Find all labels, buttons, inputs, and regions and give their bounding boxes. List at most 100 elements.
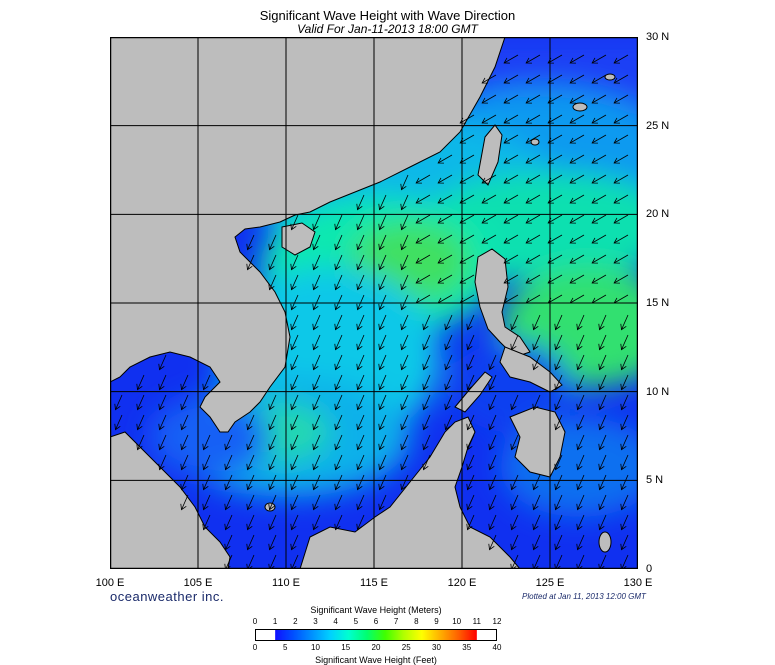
arrow-icon	[532, 494, 541, 511]
halmahera-island	[598, 531, 612, 553]
arrow-icon	[378, 394, 387, 411]
arrow-icon	[569, 134, 585, 144]
arrow-icon	[400, 374, 409, 391]
arrow-icon	[488, 494, 497, 511]
arrow-icon	[510, 314, 519, 331]
arrow-icon	[422, 354, 431, 371]
arrow-icon	[114, 394, 123, 411]
arrow-icon	[554, 334, 563, 351]
arrow-icon	[554, 494, 563, 511]
arrow-icon	[246, 554, 255, 569]
arrow-icon	[356, 314, 365, 331]
arrow-icon	[613, 134, 629, 144]
arrow-icon	[503, 194, 519, 204]
arrow-icon	[400, 414, 409, 431]
arrow-icon	[180, 454, 189, 471]
arrow-icon	[569, 94, 585, 104]
longitude-label: 125 E	[535, 577, 565, 589]
arrow-icon	[378, 254, 387, 271]
colorbar-tick: 0	[252, 643, 258, 652]
arrow-icon	[532, 534, 541, 551]
arrow-icon	[466, 474, 475, 491]
arrow-icon	[598, 354, 607, 371]
arrow-icon	[569, 174, 585, 184]
arrow-icon	[598, 554, 607, 569]
arrow-icon	[503, 274, 519, 284]
arrow-icon	[246, 454, 255, 471]
colorbar-tick: 7	[393, 617, 399, 626]
arrow-icon	[488, 534, 497, 551]
arrow-icon	[620, 494, 629, 511]
arrow-icon	[444, 354, 453, 371]
arrow-icon	[378, 474, 387, 491]
arrow-icon	[356, 434, 365, 451]
arrow-icon	[554, 374, 563, 391]
arrow-icon	[510, 434, 519, 451]
arrow-icon	[591, 94, 607, 104]
arrow-icon	[620, 554, 629, 569]
arrow-icon	[268, 434, 277, 451]
arrow-icon	[202, 474, 211, 491]
arrow-icon	[378, 414, 387, 431]
arrow-icon	[466, 494, 475, 511]
arrow-icon	[334, 394, 343, 411]
brand-logo-text: oceanweather inc.	[110, 589, 225, 604]
arrow-icon	[422, 394, 431, 411]
arrow-icon	[547, 234, 563, 244]
arrow-icon	[503, 234, 519, 244]
arrow-icon	[613, 294, 629, 304]
arrow-icon	[334, 474, 343, 491]
arrow-icon	[598, 454, 607, 471]
natuna-island	[264, 502, 276, 512]
map-subtitle: Valid For Jan-11-2013 18:00 GMT	[297, 22, 478, 36]
colorbar-tick: 10	[311, 643, 320, 652]
arrow-icon	[547, 294, 563, 304]
arrow-icon	[576, 514, 585, 531]
arrow-icon	[444, 334, 453, 351]
arrow-icon	[620, 334, 629, 351]
arrow-icon	[202, 514, 211, 531]
arrow-icon	[532, 314, 541, 331]
arrow-icon	[613, 214, 629, 224]
arrow-icon	[158, 374, 167, 391]
taiwan-island	[477, 124, 503, 186]
arrow-icon	[334, 354, 343, 371]
colorbar-tick: 5	[353, 617, 359, 626]
arrow-icon	[554, 534, 563, 551]
arrow-icon	[312, 314, 321, 331]
arrow-icon	[136, 414, 145, 431]
arrow-icon	[620, 414, 629, 431]
arrow-icon	[202, 494, 211, 511]
arrow-icon	[290, 334, 299, 351]
arrow-icon	[356, 494, 365, 511]
arrow-icon	[510, 534, 519, 551]
arrow-icon	[378, 194, 387, 211]
latitude-label: 20 N	[646, 208, 670, 221]
arrow-icon	[334, 494, 343, 511]
arrow-icon	[532, 354, 541, 371]
arrow-icon	[158, 394, 167, 411]
arrow-icon	[180, 414, 189, 431]
arrow-icon	[525, 134, 541, 144]
arrow-icon	[525, 54, 541, 64]
arrow-icon	[620, 514, 629, 531]
arrow-icon	[591, 134, 607, 144]
arrow-icon	[400, 474, 409, 491]
arrow-icon	[459, 154, 475, 164]
arrow-icon	[334, 414, 343, 431]
arrow-icon	[356, 394, 365, 411]
arrow-icon	[202, 374, 211, 391]
arrow-icon	[613, 194, 629, 204]
map-border	[110, 37, 638, 569]
colorbar-tick: 30	[432, 643, 441, 652]
arrow-icon	[554, 474, 563, 491]
colorbar-tick: 40	[492, 643, 502, 652]
arrow-icon	[481, 194, 497, 204]
arrow-icon	[525, 114, 541, 124]
latitude-label: 30 N	[646, 31, 670, 43]
colorbar-title-feet: Significant Wave Height (Feet)	[315, 655, 437, 665]
arrow-icon	[268, 474, 277, 491]
arrow-icon	[290, 294, 299, 311]
arrow-icon	[312, 434, 321, 451]
arrow-icon	[466, 334, 475, 351]
